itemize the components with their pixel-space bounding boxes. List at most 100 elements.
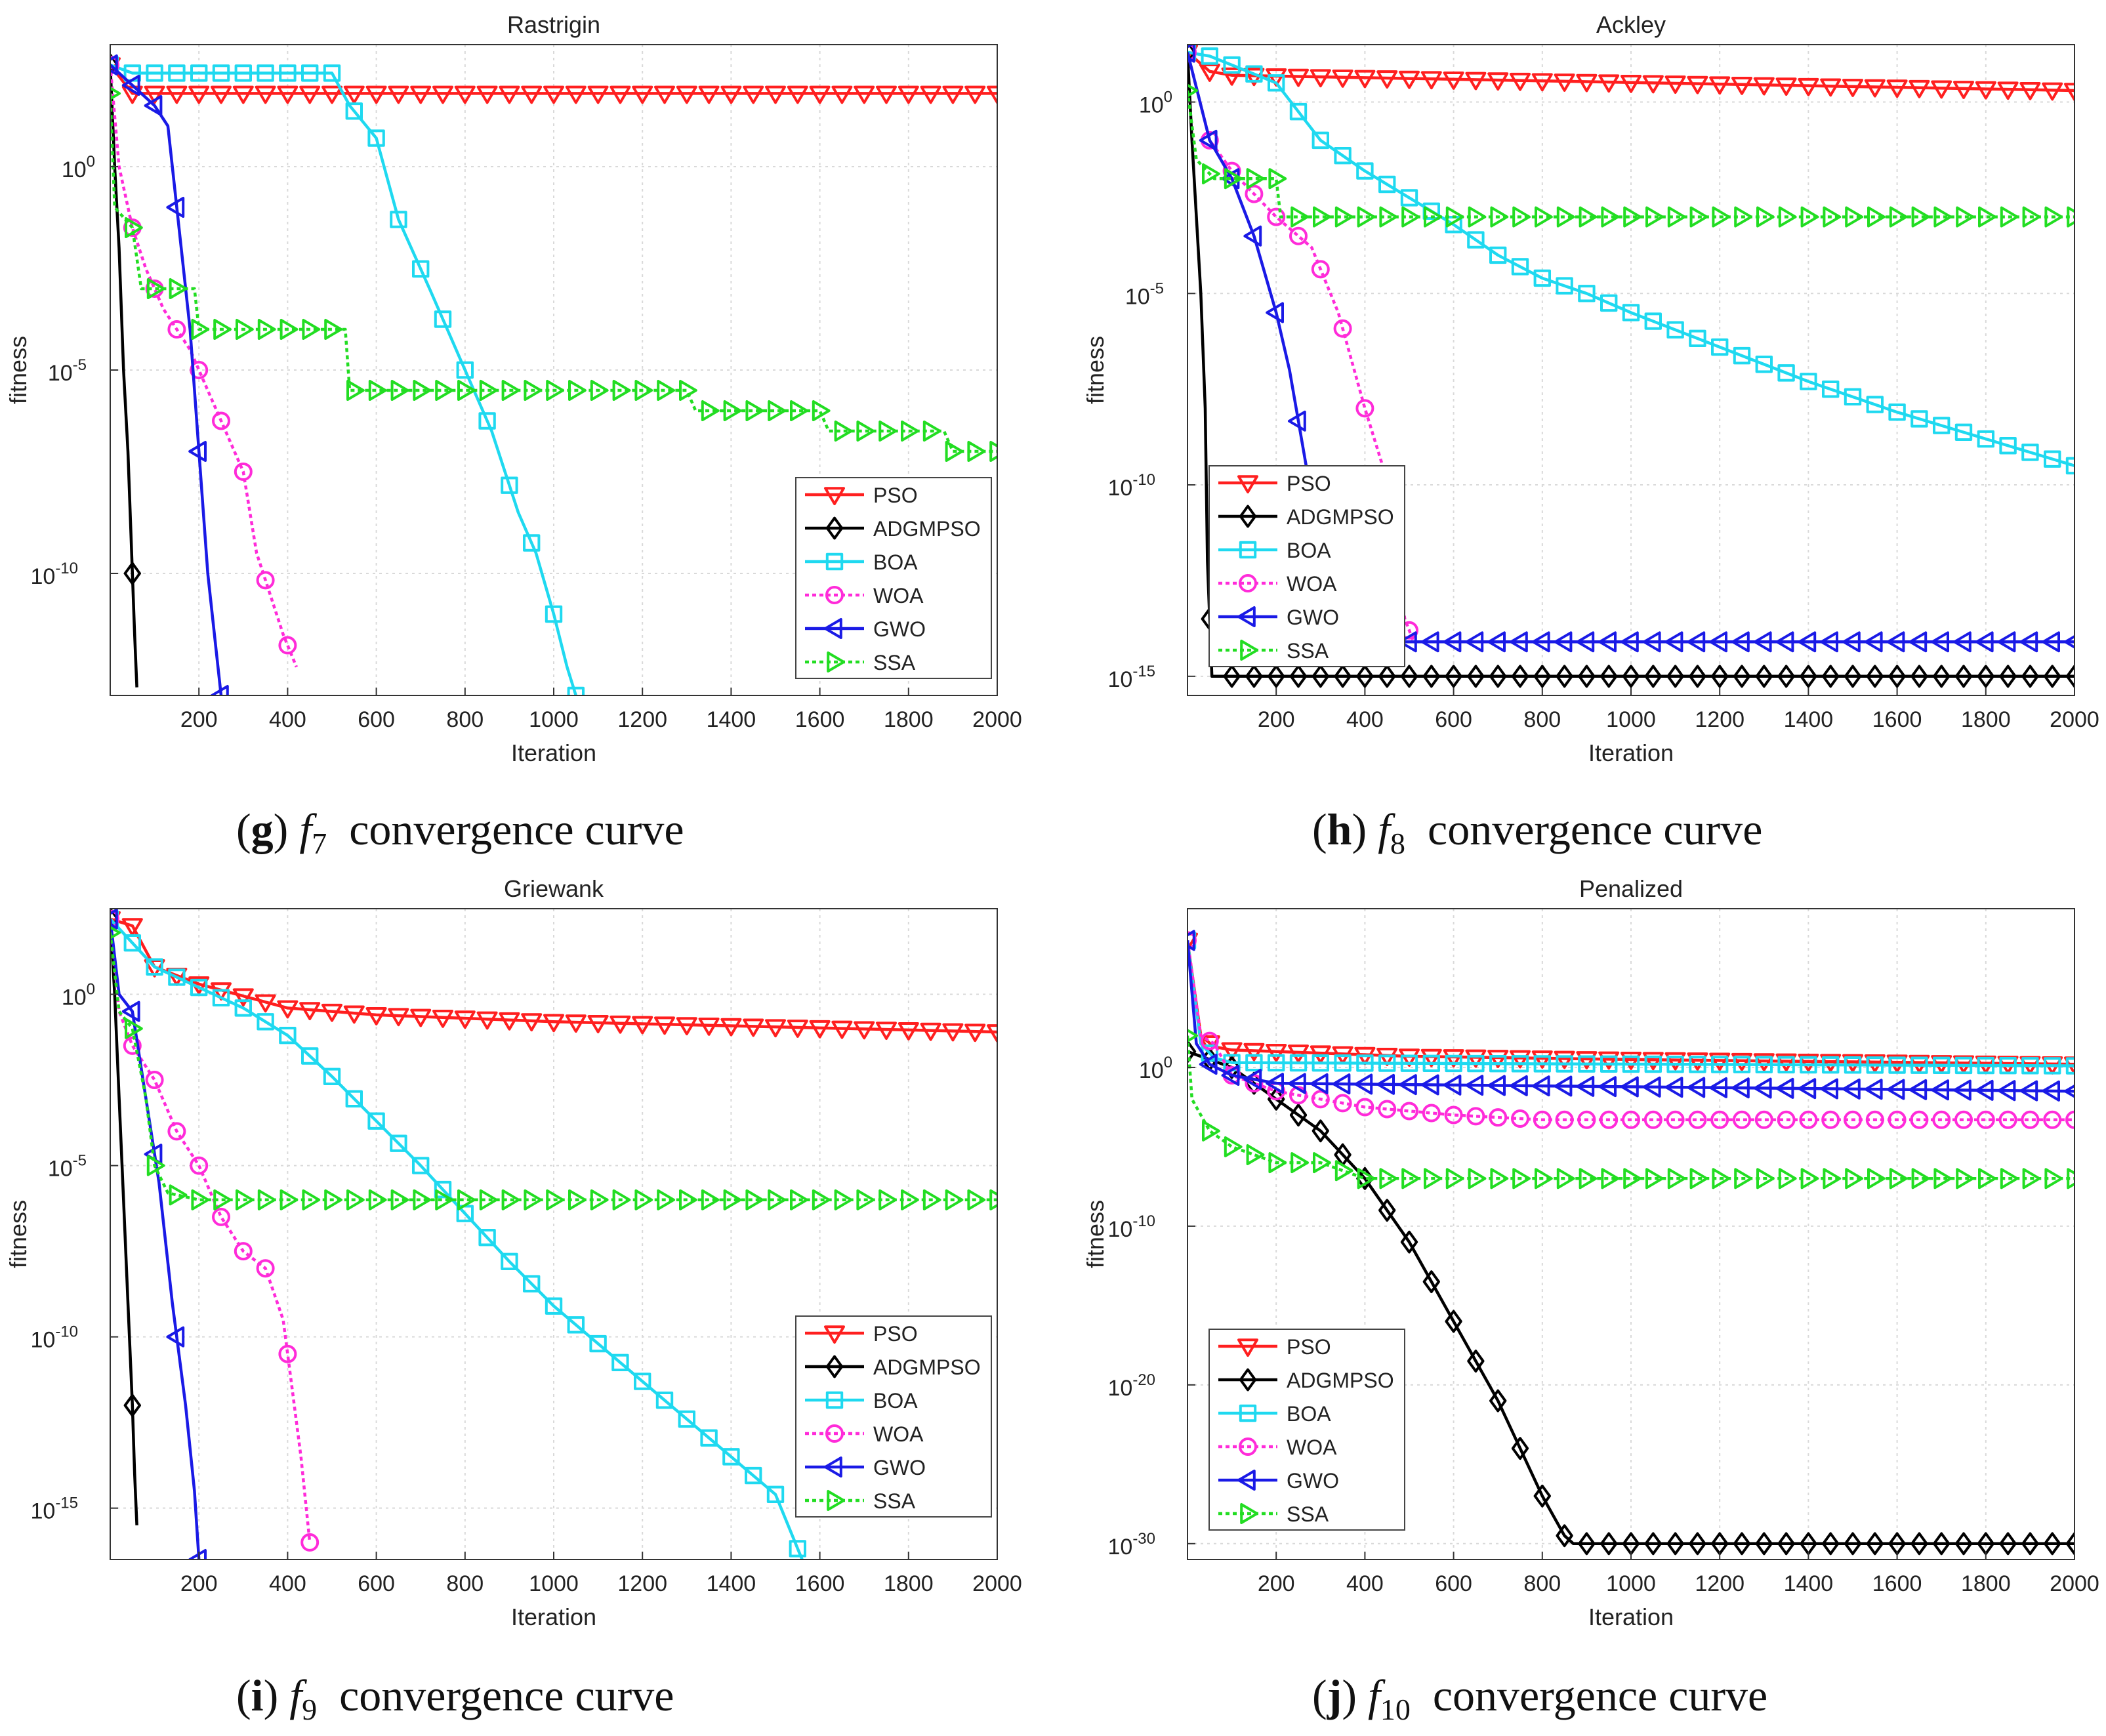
- marker-ssa: [1978, 206, 1996, 228]
- marker-pso: [809, 1020, 831, 1039]
- marker-adgmpso: [1622, 665, 1640, 688]
- marker-gwo: [1997, 1080, 2016, 1102]
- marker-ssa: [110, 86, 121, 100]
- marker-pso: [1576, 73, 1598, 93]
- marker-ssa: [1535, 206, 1553, 228]
- marker-ssa: [1911, 1168, 1930, 1189]
- marker-boa: [1311, 131, 1329, 150]
- marker-ssa: [945, 1189, 964, 1210]
- marker-pso: [1310, 69, 1331, 88]
- x-tick-label: 1800: [1961, 1571, 2011, 1596]
- marker-boa: [1800, 1056, 1817, 1074]
- marker-gwo: [1664, 631, 1683, 653]
- legend-marker-gwo: [824, 1457, 842, 1478]
- marker-adgmpso: [1977, 665, 1994, 688]
- marker-gwo: [1288, 410, 1306, 432]
- marker-boa: [1533, 1055, 1551, 1073]
- marker-boa: [1644, 312, 1662, 330]
- x-tick-label: 1600: [795, 707, 845, 732]
- marker-woa: [2065, 1110, 2075, 1129]
- marker-adgmpso: [1311, 665, 1329, 688]
- marker-pso: [365, 85, 387, 104]
- marker-adgmpso: [2044, 1532, 2061, 1556]
- marker-woa: [1577, 1110, 1596, 1129]
- marker-gwo: [1310, 1073, 1329, 1094]
- marker-ssa: [1556, 206, 1575, 228]
- marker-ssa: [1734, 1168, 1752, 1189]
- marker-gwo: [1332, 1073, 1351, 1095]
- x-tick-label: 1000: [529, 1571, 579, 1596]
- marker-boa: [1844, 1056, 1862, 1074]
- marker-pso: [654, 85, 675, 104]
- legend-label-adgmpso: ADGMPSO: [1287, 505, 1394, 529]
- legend-box: [1208, 1329, 1405, 1531]
- marker-boa: [1999, 437, 2017, 455]
- marker-adgmpso: [1422, 665, 1440, 688]
- marker-pso: [1199, 64, 1220, 82]
- marker-pso: [1731, 1052, 1752, 1071]
- marker-woa: [1710, 1110, 1729, 1129]
- marker-ssa: [1512, 1168, 1531, 1189]
- x-tick-label: 200: [180, 1571, 218, 1596]
- marker-woa: [1600, 1110, 1619, 1129]
- legend-label-pso: PSO: [1287, 472, 1331, 495]
- marker-boa: [1844, 388, 1862, 406]
- legend-marker-gwo: [1237, 1470, 1256, 1491]
- marker-pso: [365, 1007, 387, 1025]
- marker-ssa: [524, 1189, 543, 1210]
- marker-boa: [1400, 1054, 1418, 1072]
- marker-boa: [279, 64, 297, 82]
- marker-ssa: [790, 1189, 808, 1210]
- marker-boa: [1910, 1056, 1928, 1074]
- marker-adgmpso: [1999, 1532, 2017, 1556]
- marker-boa: [1888, 1056, 1906, 1074]
- marker-ssa: [856, 1189, 875, 1210]
- marker-gwo: [1709, 1077, 1727, 1098]
- marker-ssa: [1490, 206, 1509, 228]
- marker-pso: [1753, 1053, 1775, 1072]
- x-tick-label: 200: [1258, 1571, 1295, 1596]
- marker-boa: [567, 686, 585, 695]
- marker-ssa: [1268, 168, 1287, 190]
- marker-boa: [456, 361, 474, 379]
- marker-gwo: [1753, 631, 1772, 653]
- chart-title: Ackley: [1596, 11, 1666, 38]
- marker-boa: [1422, 1054, 1440, 1073]
- marker-boa: [1489, 246, 1507, 264]
- marker-woa: [1998, 1110, 2017, 1129]
- legend-label-boa: BOA: [873, 1389, 918, 1413]
- marker-pso: [1487, 72, 1509, 91]
- marker-boa: [323, 64, 341, 82]
- marker-adgmpso: [1866, 1532, 1884, 1556]
- marker-pso: [410, 85, 432, 104]
- marker-gwo: [1510, 631, 1528, 653]
- marker-pso: [476, 85, 498, 104]
- marker-pso: [609, 1015, 631, 1034]
- marker-boa: [1511, 1055, 1529, 1073]
- marker-boa: [1467, 1054, 1485, 1073]
- marker-woa: [234, 1242, 253, 1261]
- y-tick-label: 100: [1139, 1054, 1172, 1083]
- marker-boa: [1733, 1056, 1751, 1073]
- marker-boa: [2044, 1057, 2061, 1075]
- marker-gwo: [1798, 631, 1817, 653]
- marker-ssa: [768, 1189, 786, 1210]
- marker-boa: [1289, 1054, 1308, 1072]
- marker-pso: [499, 85, 520, 104]
- marker-gwo: [1199, 129, 1218, 151]
- marker-gwo: [2019, 631, 2038, 653]
- marker-pso: [1953, 81, 1974, 99]
- y-tick-label: 100: [62, 153, 95, 182]
- marker-pso: [2064, 83, 2075, 102]
- marker-woa: [278, 636, 297, 655]
- marker-gwo: [1820, 631, 1838, 653]
- marker-adgmpso: [1289, 665, 1308, 688]
- marker-ssa: [768, 400, 786, 421]
- marker-gwo: [1221, 1065, 1240, 1086]
- marker-pso: [876, 1022, 897, 1041]
- marker-pso: [454, 1010, 476, 1029]
- marker-pso: [255, 85, 276, 104]
- marker-adgmpso: [1445, 665, 1462, 688]
- marker-adgmpso: [2065, 1532, 2075, 1556]
- marker-boa: [168, 968, 186, 986]
